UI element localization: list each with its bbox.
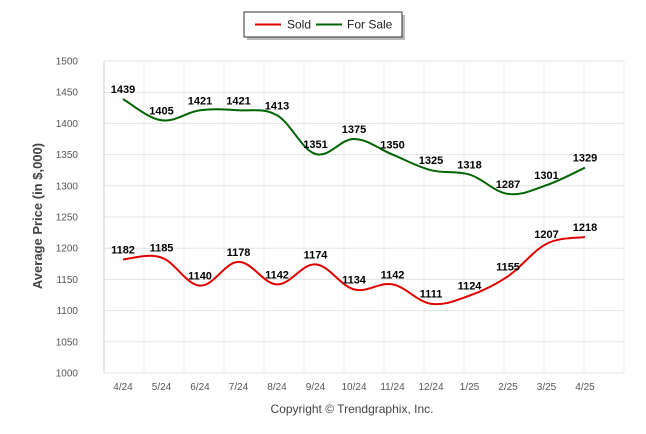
data-label-for-sale: 1413 [265, 100, 289, 112]
x-tick-label: 9/24 [306, 382, 326, 393]
data-label-sold: 1185 [150, 243, 174, 255]
y-axis-ticks: 1000 1050 1100 1150 1200 1250 1300 1350 1400 1450… [56, 57, 79, 380]
data-label-for-sale: 1287 [496, 179, 520, 191]
x-tick-label: 8/24 [267, 382, 287, 393]
y-tick-label: 1100 [56, 306, 78, 317]
legend-for-sale-label: For Sale [347, 18, 393, 32]
data-label-sold: 1111 [420, 289, 443, 301]
x-tick-label: 1/25 [460, 382, 480, 393]
y-tick-label: 1350 [56, 150, 79, 161]
data-label-for-sale: 1421 [188, 95, 212, 107]
data-label-sold: 1140 [188, 271, 212, 283]
x-tick-label: 10/24 [341, 382, 366, 393]
x-tick-label: 12/24 [418, 382, 443, 393]
x-tick-label: 2/25 [498, 382, 518, 393]
x-axis-ticks: 4/24 5/24 6/24 7/24 8/24 9/24 10/24 11/24 12/24 1… [113, 382, 595, 393]
data-labels: 1182 1185 1140 1178 1142 1174 1134 1142 1111 1124… [111, 84, 597, 301]
x-tick-label: 4/25 [575, 382, 595, 393]
data-label-for-sale: 1439 [111, 84, 135, 96]
data-label-for-sale: 1405 [149, 105, 173, 117]
data-label-for-sale: 1325 [419, 155, 443, 167]
legend-sold-label: Sold [287, 18, 311, 32]
y-tick-label: 1000 [56, 369, 79, 380]
x-tick-label: 11/24 [380, 382, 405, 393]
data-label-sold: 1174 [304, 249, 329, 261]
data-label-sold: 1178 [227, 247, 251, 259]
data-label-sold: 1218 [573, 222, 597, 234]
y-tick-label: 1500 [56, 57, 79, 68]
data-label-for-sale: 1375 [342, 124, 366, 136]
data-label-sold: 1142 [265, 269, 289, 281]
gridlines [103, 60, 625, 374]
x-tick-label: 7/24 [229, 382, 249, 393]
series-lines [122, 98, 586, 306]
data-label-for-sale: 1329 [573, 153, 597, 165]
series-line-sold [122, 235, 586, 306]
y-axis-title: Average Price (in $,000) [30, 143, 45, 289]
y-tick-label: 1150 [56, 275, 78, 286]
data-label-for-sale: 1318 [457, 160, 481, 172]
x-tick-label: 3/25 [537, 382, 557, 393]
y-tick-label: 1250 [56, 213, 79, 224]
data-label-sold: 1155 [496, 261, 520, 273]
data-label-sold: 1207 [534, 229, 558, 241]
y-tick-label: 1050 [56, 337, 79, 348]
data-label-sold: 1134 [342, 274, 367, 286]
x-tick-label: 5/24 [152, 382, 172, 393]
y-tick-label: 1200 [56, 244, 79, 255]
y-tick-label: 1450 [56, 88, 79, 99]
data-label-for-sale: 1301 [534, 170, 558, 182]
copyright-credit: Copyright © Trendgraphix, Inc. [271, 402, 434, 416]
y-tick-label: 1400 [56, 119, 79, 130]
x-tick-label: 6/24 [190, 382, 210, 393]
legend: Sold For Sale [243, 11, 405, 40]
data-label-for-sale: 1350 [380, 140, 404, 152]
data-label-for-sale: 1351 [303, 139, 327, 151]
x-tick-label: 4/24 [113, 382, 133, 393]
series-line-for-sale [122, 98, 586, 196]
data-label-sold: 1124 [458, 281, 483, 293]
data-label-sold: 1182 [111, 244, 135, 256]
data-label-sold: 1142 [381, 269, 405, 281]
data-label-for-sale: 1421 [226, 95, 250, 107]
y-tick-label: 1300 [56, 181, 79, 192]
